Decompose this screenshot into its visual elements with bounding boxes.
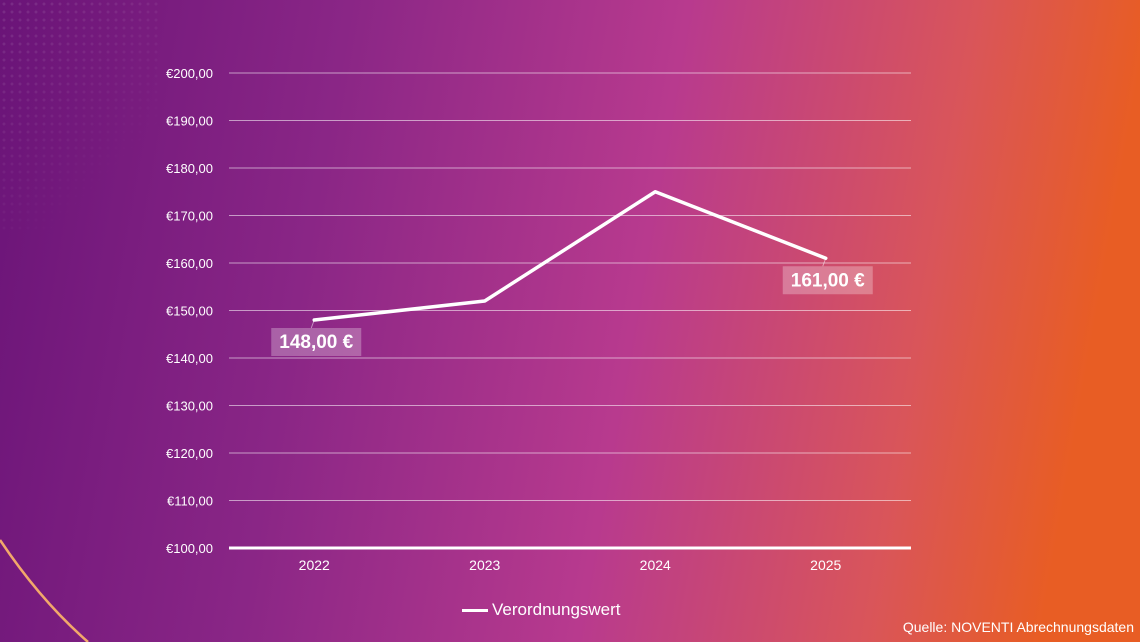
source-note: Quelle: NOVENTI Abrechnungsdaten — [902, 619, 1134, 635]
x-tick-label: 2025 — [810, 557, 841, 573]
y-tick-label: €120,00 — [166, 446, 213, 461]
data-labels: 148,00 € 161,00 € — [271, 258, 873, 356]
series — [312, 190, 828, 322]
data-label-leader — [822, 258, 827, 267]
legend: Verordnungswert — [462, 600, 621, 620]
x-tick-label: 2024 — [640, 557, 671, 573]
y-tick-label: €160,00 — [166, 256, 213, 271]
x-tick-label: 2022 — [299, 557, 330, 573]
legend-label: Verordnungswert — [492, 600, 621, 619]
series-line — [312, 190, 828, 322]
y-tick-label: €190,00 — [166, 114, 213, 129]
data-label: 148,00 € — [279, 332, 353, 353]
y-tick-label: €110,00 — [167, 494, 213, 509]
data-label: 161,00 € — [791, 270, 865, 291]
y-tick-label: €170,00 — [166, 209, 213, 224]
y-tick-label: €200,00 — [166, 66, 213, 81]
legend-line-swatch — [462, 608, 488, 612]
axes: €100,00 €110,00 €120,00 €130,00 €140,00 €150,… — [166, 66, 911, 573]
data-label-box — [782, 266, 873, 295]
x-tick-label: 2023 — [469, 557, 500, 573]
decorative-dot-pattern — [0, 0, 160, 230]
decorative-arc — [0, 539, 89, 642]
data-label-leader — [310, 319, 315, 329]
y-tick-label: €100,00 — [166, 541, 213, 556]
data-label-box — [271, 328, 362, 356]
y-tick-label: €130,00 — [166, 399, 213, 414]
grid-lines — [229, 72, 911, 501]
y-tick-label: €180,00 — [166, 161, 213, 176]
y-tick-label: €140,00 — [166, 351, 213, 366]
y-tick-label: €150,00 — [166, 304, 213, 319]
